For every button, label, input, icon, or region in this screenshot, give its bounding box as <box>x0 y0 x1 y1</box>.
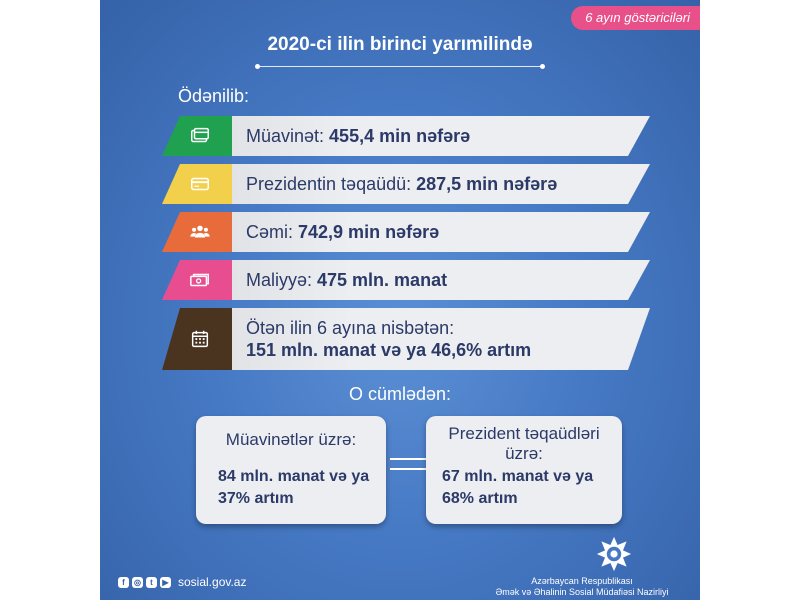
row-allowance: Müavinət: 455,4 min nəfərə <box>162 116 650 156</box>
box-value-line1: 84 mln. manat və ya <box>218 468 370 485</box>
calendar-icon <box>162 308 232 370</box>
row-comparison: Ötən ilin 6 ayına nisbətən: 151 mln. mana… <box>162 308 650 370</box>
row-value: 455,4 min nəfərə <box>329 125 471 146</box>
infographic-poster: 6 ayın göstəriciləri 2020-ci ilin birinc… <box>100 0 700 600</box>
row-total: Cəmi: 742,9 min nəfərə <box>162 212 650 252</box>
row-value: 742,9 min nəfərə <box>298 221 440 242</box>
row-value: 475 mln. manat <box>317 269 448 290</box>
row-label: Prezidentin təqaüdü: <box>246 173 412 194</box>
subheading: O cümlədən: <box>348 384 452 404</box>
box-heading: Müavinətlər üzrə: <box>225 430 357 449</box>
org-line2: Əmək və Əhalinin Sosial Müdafiəsi Nazirl… <box>495 587 669 597</box>
row-label: Ötən ilin 6 ayına nisbətən: <box>246 318 455 338</box>
row-label: Müavinət: <box>246 125 325 146</box>
equals-line-top <box>390 458 430 460</box>
org-line1: Azərbaycan Respublikası <box>531 576 633 586</box>
allowances-box: Müavinətlər üzrə: 84 mln. manat və ya 37… <box>196 416 386 524</box>
row-value: 287,5 min nəfərə <box>416 173 558 194</box>
box-value-line2: 37% artım <box>218 490 294 507</box>
box-heading-line2: üzrə: <box>505 444 543 463</box>
people-group-icon <box>162 212 232 252</box>
row-label: Maliyyə: <box>246 269 313 290</box>
ministry-name: Azərbaycan Respublikası Əmək və Əhalinin… <box>472 576 692 598</box>
box-heading-line1: Prezident təqaüdləri <box>448 424 600 443</box>
period-tag: 6 ayın göstəriciləri <box>571 6 700 30</box>
facebook-icon[interactable]: f <box>118 576 129 588</box>
box-value-line2: 68% artım <box>442 490 518 507</box>
credit-card-icon <box>162 164 232 204</box>
paid-heading: Ödənilib: <box>178 86 250 106</box>
ministry-emblem-icon <box>596 536 632 572</box>
row-finance: Maliyyə: 475 mln. manat <box>162 260 650 300</box>
equals-line-bottom <box>390 468 430 470</box>
box-value-line1: 67 mln. manat və ya <box>442 468 594 485</box>
website-link[interactable]: sosial.gov.az <box>178 575 247 589</box>
row-value: 151 mln. manat və ya 46,6% artım <box>246 340 532 360</box>
wallet-card-icon <box>162 116 232 156</box>
poster-title: 2020-ci ilin birinci yarımilində <box>267 34 533 55</box>
twitter-icon[interactable]: t <box>146 576 157 588</box>
instagram-icon[interactable]: ◎ <box>132 576 143 588</box>
row-label: Cəmi: <box>246 221 294 242</box>
title-underline <box>255 64 545 69</box>
youtube-icon[interactable]: ▶ <box>160 576 171 588</box>
pensions-box: Prezident təqaüdləri üzrə: 67 mln. manat … <box>426 416 622 524</box>
money-stack-icon <box>162 260 232 300</box>
social-links: f ◎ t ▶ sosial.gov.az <box>118 575 246 589</box>
row-presidential-pension: Prezidentin təqaüdü: 287,5 min nəfərə <box>162 164 650 204</box>
